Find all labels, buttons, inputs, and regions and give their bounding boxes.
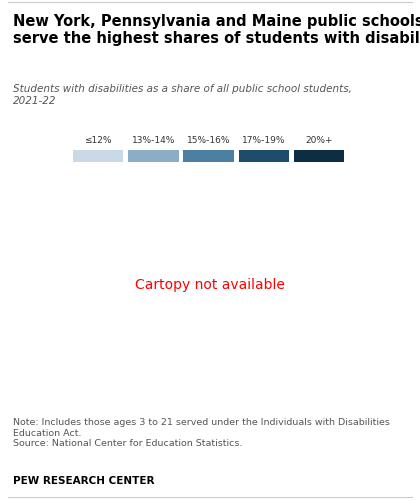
Text: New York, Pennsylvania and Maine public schools
serve the highest shares of stud: New York, Pennsylvania and Maine public … xyxy=(13,14,420,46)
Text: Students with disabilities as a share of all public school students,
2021-22: Students with disabilities as a share of… xyxy=(13,84,352,105)
Bar xyxy=(128,151,178,163)
Text: 20%+: 20%+ xyxy=(305,136,333,145)
Bar xyxy=(184,151,234,163)
Text: ≤12%: ≤12% xyxy=(84,136,112,145)
Text: 13%-14%: 13%-14% xyxy=(131,136,175,145)
Text: 17%-19%: 17%-19% xyxy=(242,136,286,145)
Text: Cartopy not available: Cartopy not available xyxy=(135,278,285,291)
Text: Note: Includes those ages 3 to 21 served under the Individuals with Disabilities: Note: Includes those ages 3 to 21 served… xyxy=(13,417,389,447)
Bar xyxy=(73,151,123,163)
Text: PEW RESEARCH CENTER: PEW RESEARCH CENTER xyxy=(13,475,154,485)
Bar xyxy=(239,151,289,163)
Text: 15%-16%: 15%-16% xyxy=(187,136,230,145)
Bar xyxy=(294,151,344,163)
